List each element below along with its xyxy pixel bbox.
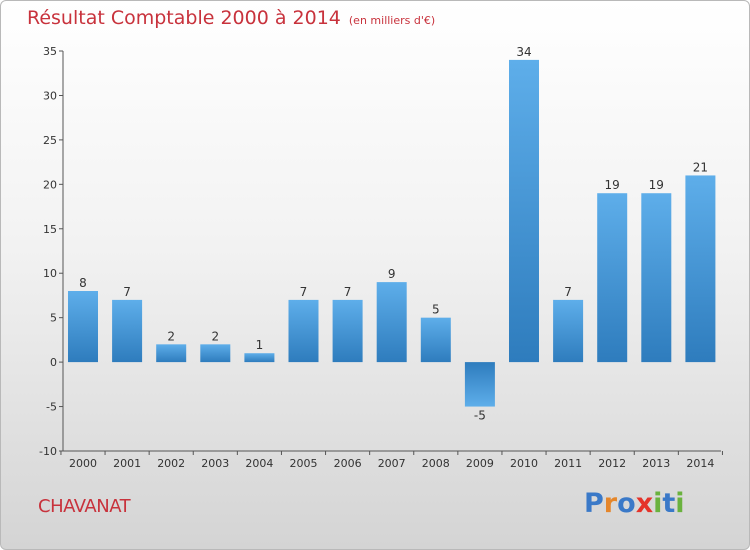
bar xyxy=(376,282,407,363)
x-tick-label: 2000 xyxy=(69,457,97,470)
data-label: 2 xyxy=(167,329,175,343)
logo-letter: x xyxy=(635,488,654,519)
y-tick-label: 25 xyxy=(43,134,57,147)
x-tick-label: 2006 xyxy=(334,457,362,470)
bar xyxy=(112,299,143,363)
commune-name: CHAVANAT xyxy=(38,496,131,517)
bar xyxy=(420,317,451,363)
data-label: 19 xyxy=(605,178,620,192)
y-tick-label: 10 xyxy=(43,267,57,280)
logo-letter: i xyxy=(653,488,663,519)
data-label: 21 xyxy=(693,160,708,174)
x-tick-label: 2012 xyxy=(598,457,626,470)
bar xyxy=(641,193,672,363)
y-tick-label: 0 xyxy=(50,356,57,369)
y-tick-label: 5 xyxy=(50,312,57,325)
x-tick-label: 2001 xyxy=(113,457,141,470)
x-tick-label: 2003 xyxy=(201,457,229,470)
bars xyxy=(68,59,716,407)
chart-title: Résultat Comptable 2000 à 2014 (en millie… xyxy=(27,7,435,29)
y-tick-label: 35 xyxy=(43,45,57,58)
bar xyxy=(685,175,716,363)
data-label: 7 xyxy=(300,285,308,299)
bar xyxy=(509,59,539,363)
bar xyxy=(553,299,584,363)
x-tick-label: 2013 xyxy=(642,457,670,470)
bar xyxy=(597,193,628,363)
title-text: Résultat Comptable 2000 à 2014 xyxy=(27,7,341,29)
logo-letter: r xyxy=(603,488,618,519)
y-tick-label: 30 xyxy=(43,89,57,102)
x-tick-label: 2002 xyxy=(157,457,185,470)
data-label: 7 xyxy=(344,285,352,299)
bar xyxy=(200,344,231,363)
x-tick-label: 2011 xyxy=(554,457,582,470)
x-tick-label: 2014 xyxy=(686,457,714,470)
data-label: 19 xyxy=(649,178,664,192)
bar xyxy=(464,362,495,407)
bar xyxy=(288,299,319,363)
proxiti-logo[interactable]: Proxiti xyxy=(584,488,685,519)
data-label: 34 xyxy=(516,45,531,59)
x-tick-label: 2010 xyxy=(510,457,538,470)
y-tick-label: 20 xyxy=(43,178,57,191)
data-label: 7 xyxy=(123,285,131,299)
x-tick-label: 2008 xyxy=(422,457,450,470)
y-tick-label: -10 xyxy=(39,445,57,458)
y-tick-label: -5 xyxy=(46,401,57,414)
data-label: 7 xyxy=(564,285,572,299)
x-tick-label: 2004 xyxy=(245,457,273,470)
data-label: 1 xyxy=(256,338,264,352)
bar xyxy=(68,291,98,363)
data-label: 9 xyxy=(388,267,396,281)
bar xyxy=(332,299,363,363)
data-label: 8 xyxy=(79,276,87,290)
x-tick-label: 2009 xyxy=(466,457,494,470)
bar xyxy=(156,344,187,363)
data-label: -5 xyxy=(474,409,486,423)
chart-subtitle: (en milliers d'€) xyxy=(348,14,436,27)
x-tick-label: 2007 xyxy=(378,457,406,470)
logo-letter: i xyxy=(675,488,685,519)
data-label: 2 xyxy=(211,329,219,343)
logo-letter: t xyxy=(662,488,676,519)
y-tick-label: 15 xyxy=(43,223,57,236)
x-tick-label: 2005 xyxy=(290,457,318,470)
logo-letter: P xyxy=(584,488,604,519)
logo-letter: o xyxy=(617,488,636,519)
data-label: 5 xyxy=(432,303,440,317)
bar xyxy=(244,353,275,363)
